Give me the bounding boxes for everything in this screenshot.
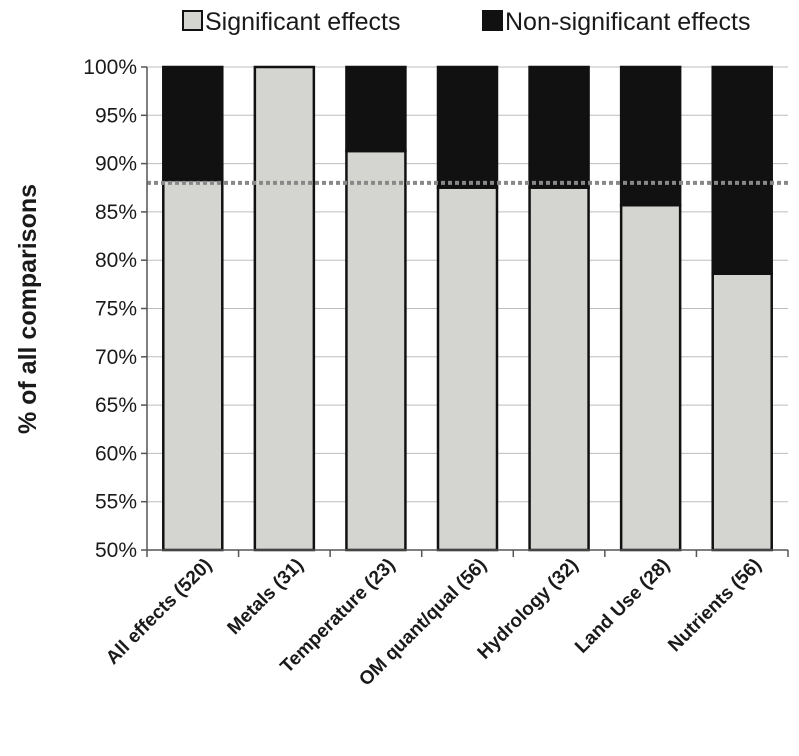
y-tick-label: 50%: [95, 539, 137, 562]
bar-metals-31-significant-effects: [253, 65, 316, 552]
legend-swatch-significant-effects: [182, 10, 203, 31]
bar-hydrology-32-non-significant-effects: [528, 65, 590, 189]
bars: [162, 65, 773, 552]
y-tick-label: 75%: [95, 298, 137, 321]
bar-om-quant-qual-56-significant-effects: [436, 186, 499, 552]
legend: Significant effects Non-significant effec…: [182, 8, 751, 36]
bar-hydrology-32-significant-effects: [528, 186, 590, 552]
x-tick-label-hydrology-32: Hydrology (32): [474, 555, 583, 664]
y-tick-label: 95%: [95, 104, 137, 127]
y-tick-label: 65%: [95, 394, 137, 417]
legend-label-significant-effects: Significant effects: [205, 8, 400, 36]
bar-land-use-28-non-significant-effects: [619, 65, 682, 207]
bar-om-quant-qual-56-non-significant-effects: [436, 65, 499, 189]
y-tick-label: 80%: [95, 249, 137, 272]
x-tick-label-nutrients-56: Nutrients (56): [664, 555, 765, 656]
y-tick-labels: 50% 55% 60% 65% 70% 75% 80% 85% 90% 95% 100%: [83, 56, 137, 562]
bar-temperature-23-non-significant-effects: [345, 65, 407, 153]
bar-land-use-28-significant-effects: [619, 203, 682, 552]
legend-label-non-significant-effects: Non-significant effects: [505, 8, 751, 36]
x-tick-label-metals-31: Metals (31): [224, 555, 308, 639]
y-tick-label: 60%: [95, 442, 137, 465]
y-tick-label: 55%: [95, 491, 137, 514]
x-tick-label-land-use-28: Land Use (28): [571, 555, 674, 658]
bar-temperature-23-significant-effects: [345, 149, 407, 552]
axes: [141, 66, 789, 557]
legend-swatch-non-significant-effects: [482, 10, 503, 31]
bar-nutrients-56-non-significant-effects: [711, 65, 773, 275]
x-tick-label-all-effects-520: All effects (520): [102, 555, 216, 669]
y-tick-label: 100%: [83, 56, 137, 79]
x-category-labels: All effects (520) Metals (31)Temperature …: [102, 555, 766, 691]
bar-nutrients-56-significant-effects: [711, 272, 773, 552]
y-tick-label: 85%: [95, 201, 137, 224]
bar-all-effects-520-non-significant-effects: [162, 65, 224, 182]
bar-all-effects-520-significant-effects: [162, 178, 224, 552]
y-tick-label: 90%: [95, 153, 137, 176]
y-axis-label: % of all comparisons: [14, 184, 42, 434]
y-tick-label: 70%: [95, 346, 137, 369]
